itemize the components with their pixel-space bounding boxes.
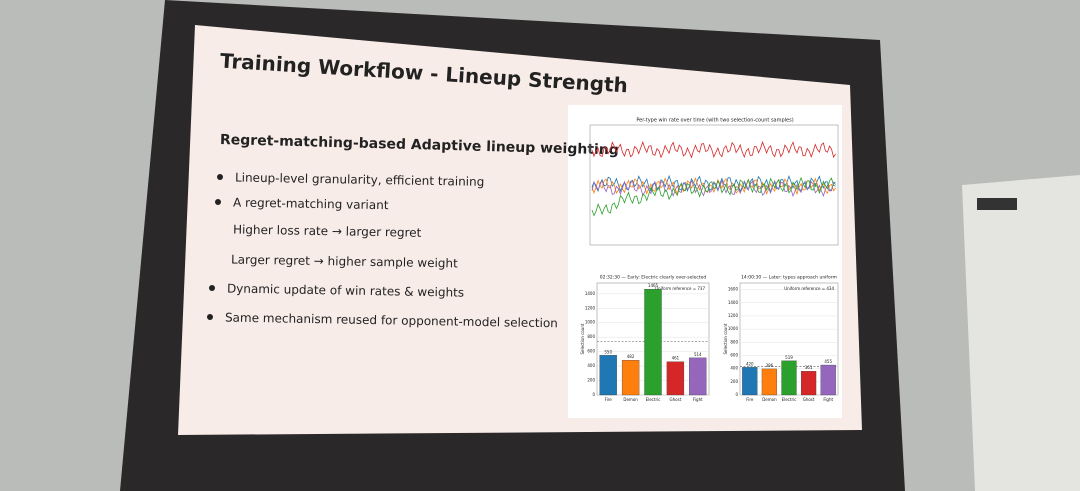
bar — [742, 367, 758, 396]
bar — [621, 360, 640, 396]
y-tick-label: 400 — [587, 363, 595, 368]
bullet-dot — [217, 174, 223, 180]
x-tick-label: Electric — [782, 397, 797, 402]
value-label: 482 — [627, 354, 635, 359]
value-label: 361 — [805, 365, 813, 370]
bar — [820, 364, 836, 396]
bar-chart-title: 14:00:30 — Later: types approach uniform — [741, 275, 837, 281]
bullet-text: Dynamic update of win rates & weights — [227, 282, 464, 300]
y-tick-label: 1600 — [728, 287, 739, 292]
decorative-line — [591, 140, 836, 159]
y-tick-label: 200 — [587, 378, 595, 383]
y-tick-label: 1400 — [585, 291, 596, 296]
x-tick-label: Demon — [623, 397, 638, 402]
y-tick-label: 1200 — [585, 305, 596, 310]
y-axis-label: Selection count — [723, 323, 728, 354]
y-tick-label: 1000 — [585, 320, 596, 325]
value-label: 396 — [766, 363, 774, 368]
y-tick-label: 0 — [592, 392, 595, 397]
bullet-text: Higher loss rate → larger regret — [233, 223, 422, 240]
bullet-text: Larger regret → higher sample weight — [231, 253, 458, 271]
y-tick-label: 1200 — [728, 313, 739, 318]
bullet-text: A regret-matching variant — [233, 196, 389, 213]
x-tick-label: Ghost — [670, 397, 682, 402]
bullet-text: Same mechanism reused for opponent-model… — [225, 311, 558, 331]
x-tick-label: Fight — [823, 397, 833, 402]
door-sign — [977, 198, 1017, 210]
decorative-line — [591, 176, 836, 217]
bar-chart-title: 02:32:30 — Early: Electric clearly over-… — [600, 275, 707, 281]
value-label: 461 — [672, 356, 680, 361]
bullet-dot — [207, 314, 213, 320]
bullet-dot — [215, 199, 221, 205]
x-tick-label: Fight — [693, 397, 703, 402]
y-tick-label: 200 — [730, 379, 738, 384]
bar — [781, 360, 797, 396]
line-chart-title: Per-type win rate over time (with two se… — [636, 118, 793, 124]
value-label: 514 — [694, 352, 702, 357]
decorative-line — [591, 179, 836, 198]
value-label: 455 — [824, 359, 832, 364]
y-tick-label: 800 — [587, 334, 595, 339]
y-tick-label: 600 — [587, 349, 595, 354]
x-tick-label: Fire — [605, 397, 613, 402]
value-label: 519 — [785, 355, 793, 360]
bar — [599, 355, 617, 396]
reference-legend: Uniform reference = 434 — [784, 286, 834, 291]
bar — [689, 357, 707, 396]
y-tick-label: 400 — [730, 366, 738, 371]
bar — [761, 368, 777, 396]
door — [962, 175, 1080, 491]
y-axis-label: Selection count — [580, 323, 585, 354]
y-tick-label: 800 — [730, 339, 738, 344]
value-label: 550 — [604, 349, 612, 354]
bullet-text: Lineup-level granularity, efficient trai… — [235, 171, 485, 189]
decorative-line — [591, 176, 836, 196]
figure: Per-type win rate over time (with two se… — [580, 118, 839, 402]
bar — [666, 361, 685, 396]
reference-legend: Uniform reference = 737 — [655, 286, 705, 291]
bar — [801, 371, 817, 396]
line-chart-frame — [589, 124, 839, 246]
y-tick-label: 1000 — [728, 326, 739, 331]
y-tick-label: 600 — [730, 352, 738, 357]
value-label: 420 — [746, 361, 754, 366]
x-tick-label: Fire — [746, 397, 754, 402]
bullet-dot — [209, 285, 215, 291]
x-tick-label: Ghost — [803, 397, 815, 402]
bar — [644, 288, 662, 396]
bullet-list: Lineup-level granularity, efficient trai… — [207, 171, 558, 331]
y-tick-label: 0 — [735, 392, 738, 397]
value-label: 1465 — [648, 283, 659, 288]
x-tick-label: Electric — [646, 397, 661, 402]
y-tick-label: 1400 — [728, 300, 739, 305]
x-tick-label: Demon — [762, 397, 777, 402]
